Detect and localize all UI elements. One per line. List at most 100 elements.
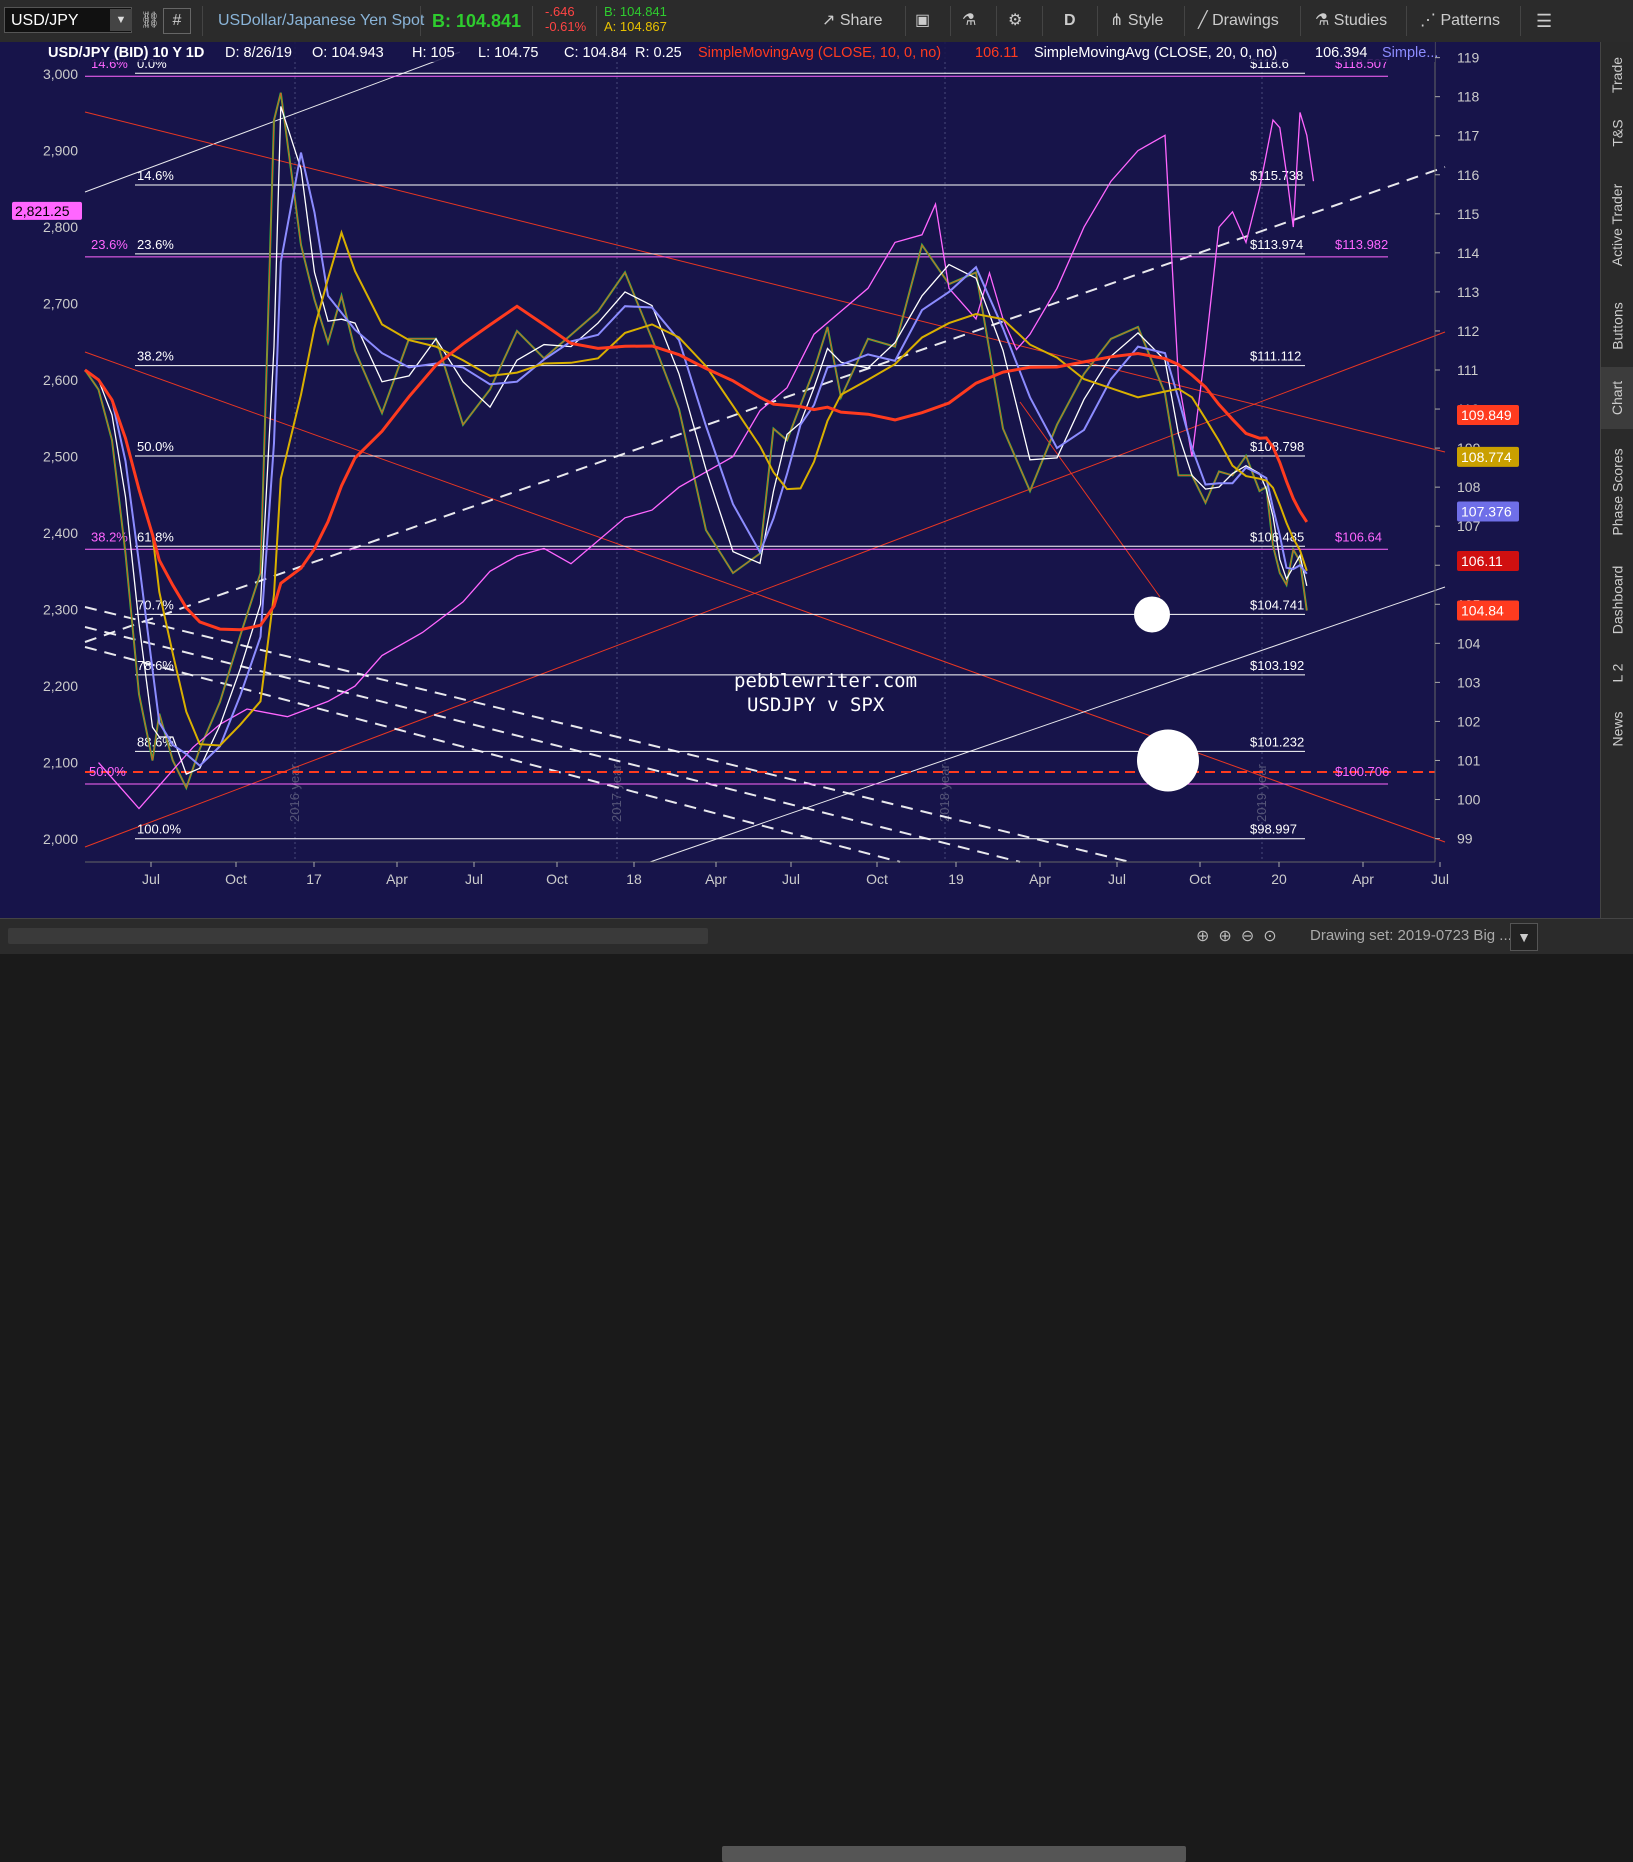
price-tag [1457, 404, 1519, 425]
trendline [84, 351, 1446, 843]
fib-price-label: $104.741 [1250, 597, 1304, 612]
x-axis-tick-label: Oct [866, 871, 888, 887]
zoom-in-icon[interactable]: ⊕ [1218, 928, 1241, 945]
chart-annotation: pebblewriter.com [734, 670, 917, 692]
chart-header: USD/JPY (BID) 10 Y 1D D: 8/26/19 O: 104.94… [48, 42, 1438, 62]
year-marker: 2018 year [937, 764, 952, 822]
drawing-set-label[interactable]: Drawing set: 2019-0723 Big ... [1310, 927, 1512, 944]
sidebar-tab-label: News [1609, 711, 1626, 747]
x-axis-tick-label: Apr [1352, 871, 1374, 887]
left-axis-tick-label: 2,500 [43, 449, 78, 465]
sidebar-tab-label: T&S [1609, 119, 1626, 147]
style-icon: ⋔ [1110, 12, 1128, 29]
drawing-set-dropdown[interactable]: ▼ [1510, 923, 1538, 951]
toolbar-divider [1406, 6, 1407, 36]
fib-percent-label: 14.6% [137, 168, 174, 183]
header-more: Simple... [1382, 45, 1438, 61]
right-axis-tick-label: 100 [1457, 792, 1481, 808]
sidebar-tab-label: Dashboard [1609, 565, 1626, 634]
x-axis-tick-label: Jul [782, 871, 800, 887]
fib-percent-label: 23.6% [137, 237, 174, 252]
drawings-label: Drawings [1212, 12, 1279, 29]
left-axis-tick-label: 2,700 [43, 296, 78, 312]
trendline [84, 646, 901, 863]
right-axis-tick-label: 113 [1457, 284, 1480, 300]
fib-percent-label: 50.0% [137, 439, 174, 454]
spx-line [98, 112, 1315, 810]
moving-average-line [84, 229, 1308, 747]
sidebar-tab-chart[interactable]: Chart [1601, 367, 1633, 429]
period-button[interactable]: D [1064, 12, 1076, 29]
sidebar-tab-label: Active Trader [1609, 183, 1626, 267]
hashtag-icon[interactable]: # [163, 8, 191, 34]
sidebar-tab-dashboard[interactable]: Dashboard [1601, 552, 1633, 647]
left-axis-tick-label: 2,200 [43, 678, 78, 694]
gear-icon[interactable]: ⚙ [1008, 12, 1023, 29]
series-layer [84, 92, 1315, 810]
chart-canvas[interactable]: 2016 year 2017 year 2018 year 2019 year 0.0… [0, 42, 1600, 918]
zoom-out-icon[interactable]: ⊖ [1240, 928, 1264, 945]
scroll-thumb[interactable] [722, 1846, 1186, 1862]
price-tag-label: 106.11 [1461, 553, 1503, 569]
patterns-button[interactable]: ⋰ Patterns [1420, 8, 1500, 34]
x-axis-tick-label: 18 [626, 871, 642, 887]
toolbar-divider [1042, 6, 1043, 36]
right-axis-tick-label: 104 [1457, 635, 1481, 651]
sidebar-tab-active-trader[interactable]: Active Trader [1601, 166, 1633, 284]
price-tag [1457, 501, 1519, 522]
x-axis-tick-label: Oct [546, 871, 568, 887]
sidebar-tab-label: Phase Scores [1609, 447, 1626, 536]
share-label: Share [839, 12, 883, 29]
sidebar-tab-label: Buttons [1609, 302, 1626, 350]
toolbar-divider [996, 6, 997, 36]
patterns-label: Patterns [1440, 12, 1501, 29]
sidebar-tab-phase-scores[interactable]: Phase Scores [1601, 434, 1633, 549]
sidebar-tab-trade[interactable]: Trade [1601, 47, 1633, 102]
right-axis-tick-label: 115 [1457, 206, 1480, 222]
crosshair-icon[interactable]: ⊕ [1196, 928, 1219, 945]
zoom-controls[interactable]: ⊕⊕⊖⊙ [1196, 926, 1286, 946]
screenshot-icon[interactable]: ▣ [915, 12, 931, 29]
x-axis-tick-label: Oct [225, 871, 247, 887]
trendline [84, 166, 1446, 643]
fib-price-label: $113.974 [1250, 237, 1303, 252]
share-button[interactable]: ↗ Share [822, 8, 883, 34]
right-axis-tick-label: 114 [1457, 245, 1480, 261]
studies-button[interactable]: ⚗ Studies [1315, 8, 1387, 34]
chart-annotation: USDJPY v SPX [747, 694, 885, 716]
beaker-icon: ⚗ [1315, 12, 1334, 29]
price-tag-label: 104.84 [1461, 603, 1504, 619]
toolbar-divider [420, 6, 421, 36]
drawings-button[interactable]: ╱ Drawings [1198, 8, 1279, 34]
trendline [84, 51, 461, 193]
axes: 1191181171161151141131121111101091081071… [12, 42, 1519, 887]
right-axis-tick-label: 108 [1457, 479, 1481, 495]
x-axis-tick-label: Jul [465, 871, 483, 887]
year-marker: 2017 year [609, 764, 624, 822]
sidebar-tab-label: Trade [1609, 56, 1626, 93]
sidebar-tab-t-s[interactable]: T&S [1601, 104, 1633, 162]
toolbar-divider [950, 6, 951, 36]
zoom-fit-icon[interactable]: ⊙ [1263, 928, 1286, 945]
menu-icon[interactable]: ☰ [1536, 11, 1553, 31]
target-circle [1137, 729, 1199, 792]
usdjpy-price-line-overlay [84, 92, 1308, 790]
right-axis-tick-label: 107 [1457, 518, 1481, 534]
link-icon[interactable]: ⛓ [140, 12, 161, 29]
moving-average-line [84, 152, 1308, 768]
sidebar-tab-label: Chart [1609, 380, 1626, 416]
flask-icon[interactable]: ⚗ [962, 12, 977, 29]
style-button[interactable]: ⋔ Style [1110, 8, 1163, 34]
sidebar-tab-l-2[interactable]: L 2 [1601, 650, 1633, 695]
sidebar-tab-buttons[interactable]: Buttons [1601, 287, 1633, 365]
x-axis-tick-label: Oct [1189, 871, 1211, 887]
toolbar-divider [532, 6, 533, 36]
sidebar-tab-news[interactable]: News [1601, 700, 1633, 758]
symbol-dropdown-button[interactable]: ▼ [110, 9, 132, 31]
chart-area[interactable]: 2016 year 2017 year 2018 year 2019 year 0.0… [0, 42, 1600, 918]
left-axis-tick-label: 2,600 [43, 372, 78, 388]
change-value: -.646 [545, 4, 575, 19]
toolbar-divider [596, 6, 597, 36]
bid-ask-block: B: 104.841 A: 104.867 [604, 4, 667, 34]
scroll-track[interactable] [8, 928, 708, 944]
